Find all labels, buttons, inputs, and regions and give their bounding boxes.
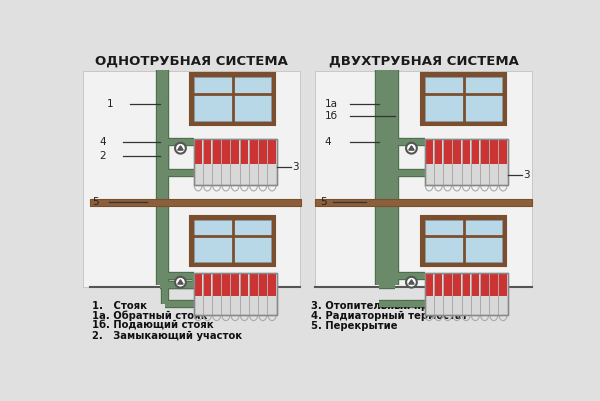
Bar xyxy=(462,139,470,164)
Bar xyxy=(212,273,221,296)
Bar xyxy=(203,139,211,164)
Bar xyxy=(91,199,301,206)
Bar xyxy=(190,73,275,125)
Text: ДВУХТРУБНАЯ СИСТЕМА: ДВУХТРУБНАЯ СИСТЕМА xyxy=(329,54,519,67)
Bar xyxy=(472,139,479,164)
Circle shape xyxy=(406,277,417,288)
Bar xyxy=(481,273,488,296)
Bar xyxy=(222,139,230,164)
Bar xyxy=(194,77,271,121)
Text: 1: 1 xyxy=(107,99,114,109)
Bar xyxy=(425,220,502,262)
Circle shape xyxy=(175,143,186,154)
Bar xyxy=(481,139,488,164)
Bar xyxy=(315,199,532,206)
Bar xyxy=(443,273,452,296)
Bar xyxy=(203,273,211,296)
Bar xyxy=(425,139,508,185)
Text: 4: 4 xyxy=(100,137,106,147)
Bar xyxy=(259,139,267,164)
Bar xyxy=(250,273,257,296)
Bar xyxy=(212,139,221,164)
Bar xyxy=(425,273,508,315)
Bar xyxy=(499,273,507,296)
Bar xyxy=(194,273,202,296)
Polygon shape xyxy=(409,146,414,150)
Bar xyxy=(421,73,506,125)
Bar xyxy=(194,273,277,315)
Bar xyxy=(490,139,498,164)
Bar xyxy=(194,139,202,164)
Polygon shape xyxy=(178,280,183,284)
Bar xyxy=(462,273,470,296)
Circle shape xyxy=(406,143,417,154)
Text: 2.   Замыкающий участок: 2. Замыкающий участок xyxy=(92,331,242,341)
Bar xyxy=(241,273,248,296)
Bar xyxy=(222,273,230,296)
Bar xyxy=(434,139,442,164)
Text: 1б: 1б xyxy=(325,111,337,121)
Text: ОДНОТРУБНАЯ СИСТЕМА: ОДНОТРУБНАЯ СИСТЕМА xyxy=(95,54,287,67)
Text: 3. Отопительный прибор: 3. Отопительный прибор xyxy=(311,301,457,311)
Text: 1а. Обратный стояк: 1а. Обратный стояк xyxy=(92,311,207,321)
Bar xyxy=(425,77,502,121)
Text: 1б. Подающий стояк: 1б. Подающий стояк xyxy=(92,321,214,331)
Text: 3: 3 xyxy=(523,170,530,180)
Bar xyxy=(194,220,271,262)
Bar xyxy=(241,139,248,164)
Circle shape xyxy=(175,277,186,288)
Polygon shape xyxy=(178,146,183,150)
Bar xyxy=(268,139,276,164)
Bar xyxy=(421,216,506,266)
Text: 1.   Стояк: 1. Стояк xyxy=(92,301,147,311)
Bar xyxy=(194,273,277,315)
Bar xyxy=(190,216,275,266)
Bar xyxy=(194,139,277,185)
Bar xyxy=(425,139,508,185)
Polygon shape xyxy=(409,280,414,284)
Bar xyxy=(231,139,239,164)
Bar xyxy=(472,273,479,296)
Bar xyxy=(268,273,276,296)
Text: 4. Радиаторный термостат: 4. Радиаторный термостат xyxy=(311,311,468,321)
Text: 4: 4 xyxy=(325,137,331,147)
Bar xyxy=(499,139,507,164)
Bar xyxy=(231,273,239,296)
Bar xyxy=(315,71,532,287)
Bar xyxy=(425,139,433,164)
Text: 3: 3 xyxy=(292,162,299,172)
Text: 5: 5 xyxy=(320,197,326,207)
Text: 1а: 1а xyxy=(325,99,337,109)
Bar xyxy=(425,273,433,296)
Bar xyxy=(434,273,442,296)
Text: 5: 5 xyxy=(92,197,98,207)
Text: 2: 2 xyxy=(100,151,106,161)
Bar xyxy=(259,273,267,296)
Bar xyxy=(453,273,461,296)
Bar xyxy=(453,139,461,164)
Bar xyxy=(250,139,257,164)
Bar xyxy=(83,71,300,287)
Bar xyxy=(490,273,498,296)
Text: 5. Перекрытие: 5. Перекрытие xyxy=(311,321,398,331)
Bar xyxy=(443,139,452,164)
Bar xyxy=(425,273,508,315)
Bar xyxy=(194,139,277,185)
